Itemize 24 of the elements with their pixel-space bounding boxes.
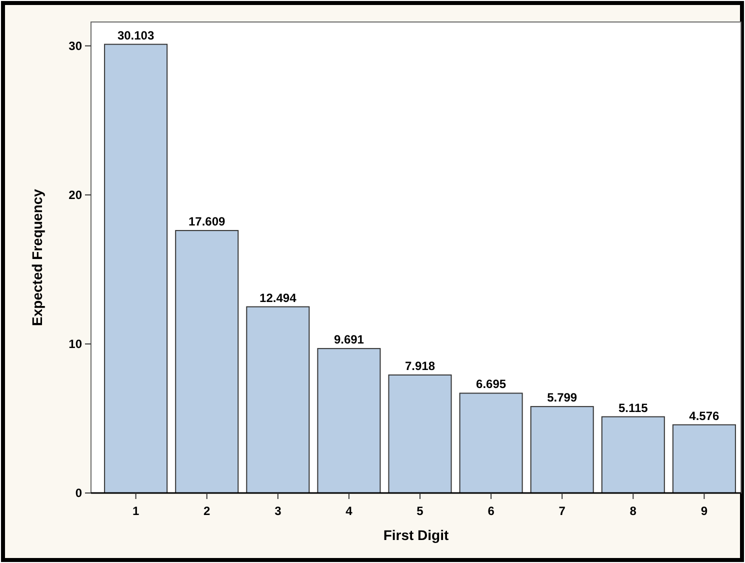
data-label: 4.576	[689, 408, 720, 423]
data-label: 5.799	[547, 390, 578, 405]
data-label: 5.115	[618, 400, 648, 415]
y-tick-label: 0	[75, 486, 82, 500]
y-axis-title: Expected Frequency	[29, 188, 45, 326]
x-tick-label: 1	[132, 504, 140, 518]
x-tick-label: 9	[700, 504, 708, 518]
data-label: 17.609	[188, 214, 226, 229]
data-label: 30.103	[117, 28, 154, 42]
y-tick-label: 20	[68, 188, 82, 202]
y-tick-label: 10	[68, 337, 82, 352]
x-tick-label: 8	[630, 504, 637, 518]
x-tick-label: 7	[558, 504, 566, 518]
x-tick-label: 6	[488, 504, 495, 518]
data-label: 12.494	[260, 290, 297, 305]
data-label: 7.918	[404, 358, 436, 373]
y-tick-label: 30	[68, 39, 82, 54]
data-label: 9.691	[334, 332, 364, 347]
x-tick-label: 2	[204, 504, 211, 518]
x-tick-label: 5	[416, 504, 424, 518]
x-axis-title: First Digit	[383, 527, 449, 543]
x-tick-label: 4	[346, 504, 353, 518]
x-tick-label: 3	[274, 504, 282, 518]
data-label: 6.695	[476, 377, 506, 392]
